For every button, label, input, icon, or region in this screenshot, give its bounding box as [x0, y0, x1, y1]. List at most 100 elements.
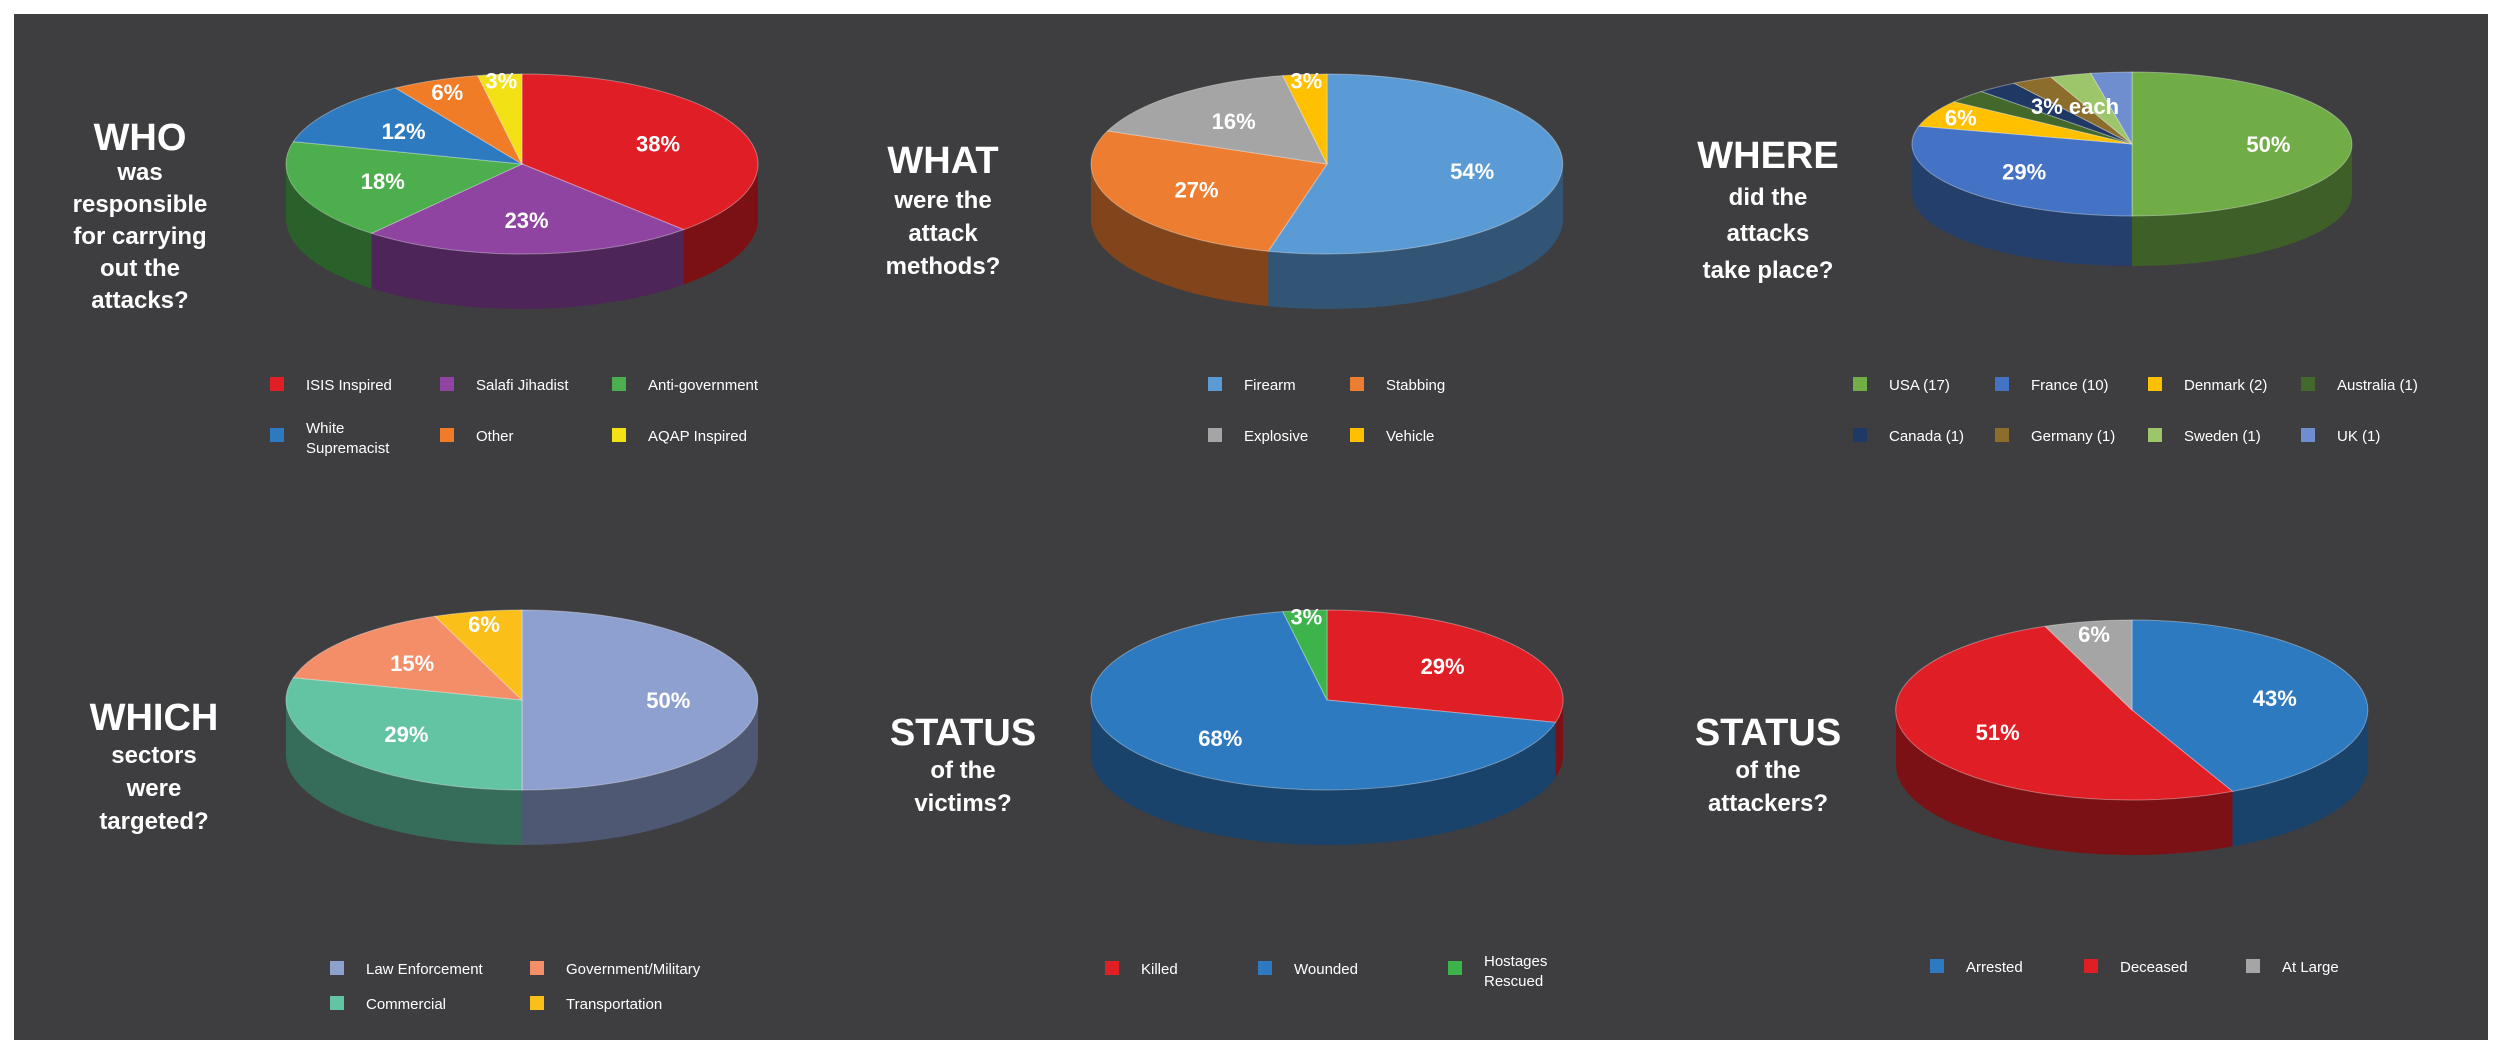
legend-label: Stabbing	[1386, 377, 1445, 394]
legend-item: Explosive	[1208, 428, 1308, 445]
legend-item: ISIS Inspired	[270, 377, 392, 394]
legend-item: Commercial	[330, 996, 446, 1013]
chart-subtitle-line: methods?	[886, 253, 1001, 280]
slice-value-label: 6%	[2078, 622, 2110, 647]
chart-3-sides	[1912, 144, 2352, 266]
legend-item: Denmark (2)	[2148, 377, 2267, 394]
pie-slice-stabbing	[1090, 130, 1328, 252]
slice-value-label: 54%	[1450, 159, 1494, 184]
chart-title: WHICH	[90, 697, 219, 739]
legend-label: Anti-government	[648, 377, 759, 394]
slice-value-label: 29%	[384, 722, 428, 747]
legend-item: Australia (1)	[2301, 377, 2418, 394]
legend-item: Stabbing	[1350, 377, 1445, 394]
slice-value-label: 6%	[468, 612, 500, 637]
slice-value-label: 27%	[1175, 177, 1219, 202]
legend-swatch	[2301, 377, 2315, 391]
pie-slice-explosive	[1106, 75, 1328, 165]
legend-label: UK (1)	[2337, 428, 2380, 445]
pie-side-1	[1091, 700, 1556, 845]
legend-swatch	[1995, 428, 2009, 442]
legend-label: AQAP Inspired	[648, 428, 747, 445]
pie-slice-vehicle	[1282, 73, 1328, 165]
chart-subtitle-line: attacks?	[91, 287, 188, 314]
legend-item: Law Enforcement	[330, 961, 484, 978]
legend-swatch	[1995, 377, 2009, 391]
legend-label: Explosive	[1244, 428, 1308, 445]
legend-item: Government/Military	[530, 961, 701, 978]
legend-item: UK (1)	[2301, 428, 2380, 445]
legend-swatch	[1853, 428, 1867, 442]
legend-item: Other	[440, 428, 514, 445]
chart-subtitle-line: for carrying	[73, 223, 206, 250]
pie-side-0	[683, 164, 758, 285]
slice-value-label: 6%	[1945, 106, 1977, 131]
pie-side-1	[286, 700, 522, 845]
legend-item: USA (17)	[1853, 377, 1950, 394]
pie-side-0	[2132, 144, 2352, 266]
slice-value-label: 6%	[431, 80, 463, 105]
slice-value-label: 50%	[646, 688, 690, 713]
pie-slice-white-supremacist	[292, 87, 523, 165]
legend-item: Sweden (1)	[2148, 428, 2261, 445]
legend-swatch	[1208, 428, 1222, 442]
legend-swatch	[612, 377, 626, 391]
pie-slice-isis-inspired	[521, 73, 759, 231]
chart-subtitle-line: take place?	[1703, 257, 1834, 284]
legend-swatch	[2084, 959, 2098, 973]
chart-subtitle-line: were	[126, 775, 182, 802]
pie-slice-killed	[1326, 609, 1564, 723]
pie-slice-canada-1-	[1979, 82, 2133, 145]
pie-side-1	[1912, 144, 2132, 266]
pie-slice-france-10-	[1911, 125, 2133, 217]
legend-item: Vehicle	[1350, 428, 1434, 445]
legend-swatch	[440, 428, 454, 442]
legend-label: Australia (1)	[2337, 377, 2418, 394]
slice-value-label: 23%	[505, 208, 549, 233]
slice-value-label: 12%	[382, 119, 426, 144]
slice-value-label: 18%	[361, 169, 405, 194]
pie-side-2	[286, 164, 372, 289]
legend-swatch	[330, 961, 344, 975]
chart-subtitle-line: out the	[100, 255, 180, 282]
legend-label: Vehicle	[1386, 428, 1434, 445]
legend-label: Law Enforcement	[366, 961, 484, 978]
chart-4-sides	[286, 700, 758, 845]
legend-label: Hostages	[1484, 953, 1547, 970]
pie-side-0	[2232, 710, 2368, 847]
legend-swatch	[1930, 959, 1944, 973]
pie-slice-uk-1-	[2089, 71, 2133, 146]
pie-slice-arrested	[2131, 619, 2369, 792]
chart-subtitle-line: targeted?	[99, 808, 208, 835]
pie-side-1	[371, 229, 684, 309]
legend-swatch	[330, 996, 344, 1010]
slice-value-label: 51%	[1976, 720, 2020, 745]
legend-label: Rescued	[1484, 973, 1543, 990]
chart-1-sides	[286, 164, 758, 309]
legend-swatch	[2148, 428, 2162, 442]
chart-subtitle-line: victims?	[914, 790, 1011, 817]
chart-title: STATUS	[1695, 712, 1841, 754]
pie-slice-germany-1-	[2012, 76, 2133, 145]
legend-label: Sweden (1)	[2184, 428, 2261, 445]
pie-slice-salafi-jihadist	[370, 163, 686, 255]
legend-label: ISIS Inspired	[306, 377, 392, 394]
slice-value-label: 43%	[2253, 686, 2297, 711]
chart-2-sides	[1091, 164, 1563, 309]
pie-slice-commercial	[285, 677, 523, 791]
chart-title: WHO	[94, 117, 187, 159]
pie-side-0	[522, 700, 758, 845]
pie-slice-law-enforcement	[521, 609, 759, 791]
legend-item: Deceased	[2084, 959, 2188, 976]
slice-value-label: 68%	[1198, 726, 1242, 751]
chart-subtitle-line: of the	[930, 757, 995, 784]
legend-swatch	[1350, 428, 1364, 442]
legend-item: Wounded	[1258, 961, 1358, 978]
chart-4: 50% 29% 15% 6% WHICH sectors were targeted? Law …	[90, 609, 759, 1013]
chart-subtitle-line: responsible	[73, 191, 208, 218]
legend-item: France (10)	[1995, 377, 2109, 394]
legend-item: At Large	[2246, 959, 2339, 976]
legend-item: Hostages Rescued	[1448, 953, 1547, 990]
